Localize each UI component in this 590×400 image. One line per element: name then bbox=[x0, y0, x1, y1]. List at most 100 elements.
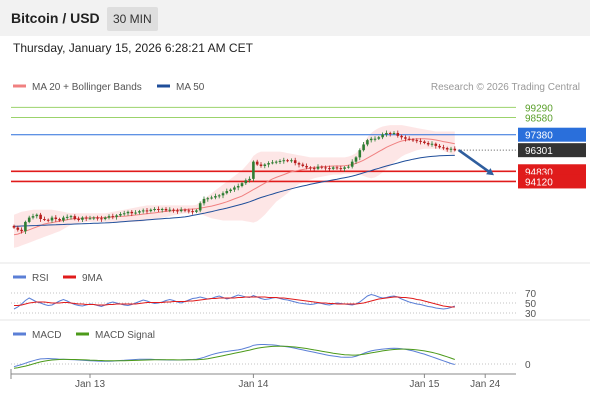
ma50-line bbox=[14, 154, 455, 227]
candle-body bbox=[69, 216, 73, 218]
rsi-level-label: 70 bbox=[525, 289, 537, 300]
candle-body bbox=[168, 209, 172, 211]
candle-body bbox=[366, 140, 369, 145]
candle-body bbox=[267, 163, 270, 165]
resistance-label: 98580 bbox=[525, 113, 553, 124]
legend-label: MACD bbox=[32, 330, 61, 341]
candle-body bbox=[263, 164, 267, 166]
candle-body bbox=[50, 217, 54, 221]
macd-signal-line bbox=[13, 345, 455, 369]
legend-label: 9MA bbox=[82, 273, 103, 284]
candle-body bbox=[301, 164, 305, 166]
candle-body bbox=[385, 132, 388, 135]
candle-body bbox=[274, 161, 278, 163]
candle-body bbox=[415, 140, 419, 142]
resistance-label: 99290 bbox=[525, 103, 553, 114]
candle-body bbox=[58, 219, 61, 221]
macd-legend: MACD MACD Signal bbox=[13, 330, 155, 341]
candle-body bbox=[214, 196, 217, 198]
candle-body bbox=[16, 227, 20, 230]
candle-body bbox=[12, 225, 16, 228]
candle-body bbox=[202, 198, 206, 204]
candle-body bbox=[271, 162, 274, 164]
candle-body bbox=[225, 191, 229, 194]
candle-body bbox=[206, 198, 210, 200]
candle-body bbox=[198, 203, 202, 211]
candle-body bbox=[176, 210, 179, 212]
candle-body bbox=[62, 217, 65, 221]
candle-body bbox=[381, 134, 384, 138]
candle-body bbox=[27, 217, 31, 222]
candle-body bbox=[255, 161, 259, 165]
candle-body bbox=[400, 135, 403, 138]
candle-body bbox=[339, 168, 343, 170]
candle-body bbox=[434, 143, 438, 146]
candle-body bbox=[305, 165, 308, 168]
candle-body bbox=[172, 209, 175, 211]
candle-body bbox=[423, 141, 426, 144]
candle-body bbox=[217, 195, 221, 197]
support-tag bbox=[518, 174, 586, 189]
candle-body bbox=[449, 148, 453, 150]
macd-line bbox=[13, 344, 455, 368]
candle-body bbox=[111, 216, 115, 218]
candle-body bbox=[286, 160, 289, 162]
candle-body bbox=[388, 132, 392, 134]
candle-body bbox=[46, 219, 50, 221]
candle-body bbox=[252, 161, 255, 179]
candle-body bbox=[31, 216, 35, 218]
candle-body bbox=[240, 183, 244, 187]
candle-body bbox=[233, 187, 236, 190]
candle-body bbox=[320, 166, 324, 168]
candle-body bbox=[103, 217, 107, 220]
x-axis-tick-label: Jan 15 bbox=[409, 379, 439, 390]
rsi-legend: RSI 9MA bbox=[13, 273, 103, 284]
candle-body bbox=[221, 193, 225, 196]
candle-body bbox=[297, 163, 301, 165]
candle-body bbox=[438, 145, 441, 148]
candle-body bbox=[396, 132, 400, 136]
candle-body bbox=[453, 148, 457, 151]
candle-body bbox=[312, 168, 316, 170]
legend-label: MA 20 + Bollinger Bands bbox=[32, 82, 142, 93]
candle-body bbox=[229, 189, 232, 192]
rsi-level-label: 50 bbox=[525, 299, 537, 310]
rsi-level-label: 30 bbox=[525, 309, 537, 320]
candlestick-series bbox=[12, 130, 457, 235]
candle-body bbox=[160, 208, 164, 210]
candle-body bbox=[187, 210, 191, 212]
projection-arrow-line bbox=[458, 149, 490, 173]
candle-body bbox=[138, 211, 141, 213]
candle-body bbox=[153, 208, 156, 210]
candle-body bbox=[373, 138, 377, 140]
candle-body bbox=[236, 186, 240, 188]
candle-body bbox=[316, 166, 320, 169]
candle-body bbox=[331, 167, 335, 169]
candle-body bbox=[362, 144, 365, 151]
legend-label: RSI bbox=[32, 273, 49, 284]
candle-body bbox=[259, 164, 263, 166]
candle-body bbox=[35, 214, 39, 217]
candle-body bbox=[73, 216, 77, 220]
candle-body bbox=[407, 138, 411, 140]
candle-body bbox=[404, 137, 407, 139]
candle-body bbox=[122, 213, 126, 215]
price-legend: MA 20 + Bollinger Bands MA 50 bbox=[13, 82, 205, 93]
interval-selector-button[interactable]: 30 MIN bbox=[107, 7, 158, 31]
chart-timestamp: Thursday, January 15, 2026 6:28:21 AM CE… bbox=[13, 41, 253, 55]
candle-body bbox=[164, 208, 168, 211]
candle-body bbox=[84, 217, 88, 219]
candle-body bbox=[39, 214, 42, 220]
candle-body bbox=[126, 211, 130, 214]
legend-label: MA 50 bbox=[176, 82, 205, 93]
candle-body bbox=[278, 160, 282, 162]
x-axis-tick-label: Jan 14 bbox=[238, 379, 268, 390]
candle-body bbox=[20, 229, 23, 232]
candle-body bbox=[183, 209, 187, 211]
candle-body bbox=[119, 214, 122, 216]
candle-body bbox=[54, 217, 58, 220]
candle-body bbox=[65, 216, 69, 218]
candle-body bbox=[282, 160, 286, 162]
candle-body bbox=[24, 221, 27, 232]
pivot-tag bbox=[518, 127, 586, 142]
